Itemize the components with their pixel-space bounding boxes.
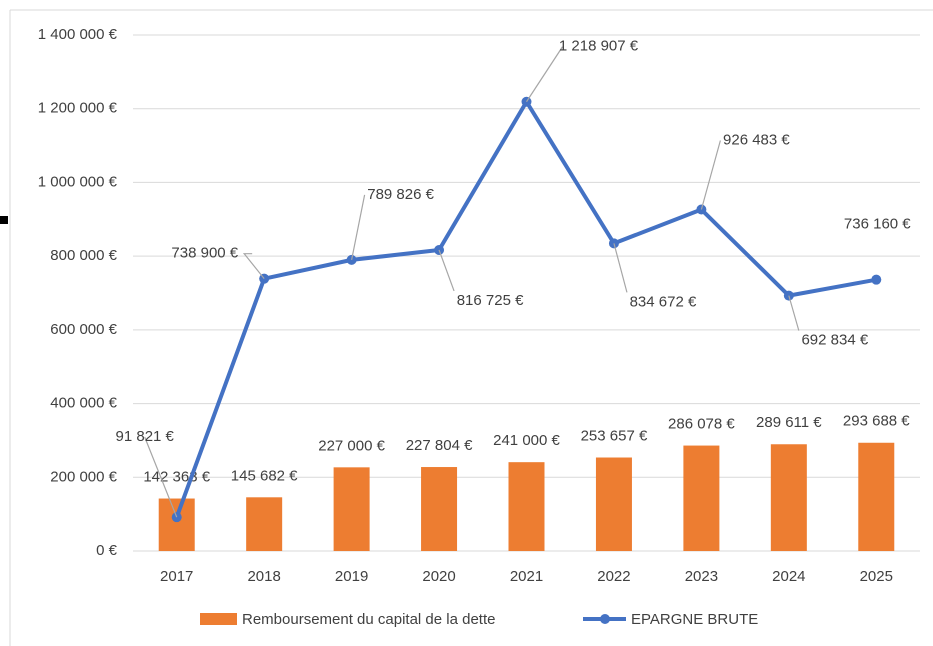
legend-swatch (600, 614, 610, 624)
bar-value-label: 286 078 € (668, 416, 735, 433)
bar (858, 442, 895, 551)
leader-line (242, 253, 265, 280)
x-tick-label: 2021 (510, 568, 543, 585)
x-tick-label: 2023 (685, 568, 718, 585)
leader-line (351, 194, 366, 261)
bar (683, 445, 720, 551)
legend-label: Remboursement du capital de la dette (242, 611, 495, 628)
bar-value-label: 145 682 € (231, 467, 298, 484)
line-value-label: 789 826 € (367, 186, 434, 203)
y-tick-label: 600 000 € (50, 321, 117, 338)
bar (421, 467, 458, 551)
bar (770, 444, 807, 551)
x-tick-label: 2018 (247, 568, 280, 585)
handle (0, 216, 8, 224)
line-value-label: 692 834 € (801, 332, 868, 349)
bar (595, 457, 632, 551)
bar (333, 467, 370, 551)
line-point (871, 274, 882, 285)
legend-label: EPARGNE BRUTE (631, 611, 758, 628)
bar-value-label: 241 000 € (493, 432, 560, 449)
leader-line (700, 140, 721, 210)
y-tick-label: 1 200 000 € (38, 100, 118, 117)
y-tick-label: 0 € (96, 542, 118, 559)
line-value-label: 1 218 907 € (559, 38, 639, 55)
x-tick-label: 2024 (772, 568, 805, 585)
y-tick-label: 400 000 € (50, 395, 117, 412)
x-tick-label: 2025 (860, 568, 893, 585)
bar-value-label: 253 657 € (581, 427, 648, 444)
line-value-label: 834 672 € (630, 293, 697, 310)
bar (246, 497, 283, 551)
line-value-label: 926 483 € (723, 131, 790, 148)
bar-value-label: 227 000 € (318, 437, 385, 454)
leader-line (525, 46, 564, 103)
line-value-label: 738 900 € (171, 245, 238, 262)
bar-value-label: 227 804 € (406, 437, 473, 454)
y-tick-label: 1 400 000 € (38, 26, 118, 43)
legend-swatch (200, 613, 237, 625)
line-value-label: 736 160 € (844, 216, 911, 233)
bar (508, 462, 545, 551)
leader-line (613, 243, 628, 293)
bar (158, 498, 195, 551)
y-tick-label: 1 000 000 € (38, 173, 118, 190)
bar-value-label: 289 611 € (756, 414, 822, 431)
leader-line (438, 249, 455, 292)
bar-value-label: 293 688 € (843, 413, 910, 430)
line-value-label: 816 725 € (457, 292, 524, 309)
leader-line (788, 295, 800, 331)
x-tick-label: 2020 (422, 568, 455, 585)
leader-line (144, 436, 178, 518)
x-tick-label: 2022 (597, 568, 630, 585)
line-value-label: 91 821 € (116, 428, 175, 445)
x-tick-label: 2017 (160, 568, 193, 585)
bar-value-label: 142 363 € (143, 468, 210, 485)
y-tick-label: 200 000 € (50, 468, 117, 485)
y-tick-label: 800 000 € (50, 247, 117, 264)
x-tick-label: 2019 (335, 568, 368, 585)
